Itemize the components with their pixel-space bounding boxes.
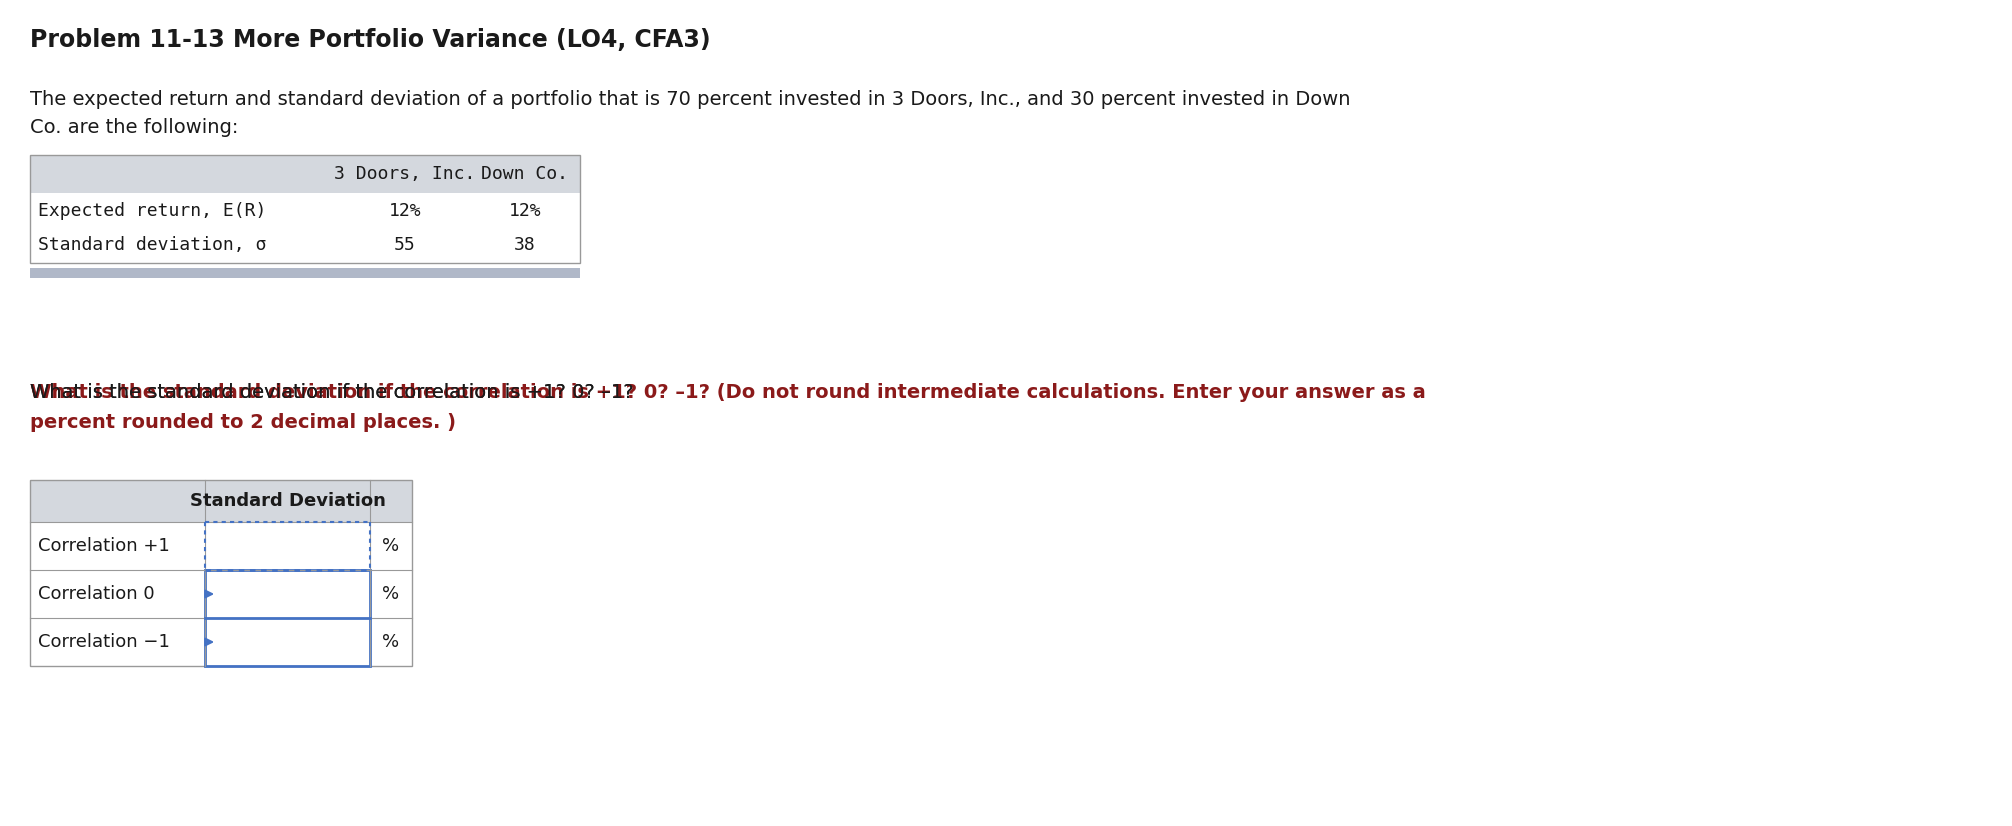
Text: Co. are the following:: Co. are the following: (30, 118, 237, 137)
Bar (30, 522, 412, 570)
Bar (30, 155, 579, 263)
Text: 12%: 12% (388, 202, 421, 220)
Text: 3 Doors, Inc.: 3 Doors, Inc. (334, 165, 475, 183)
Text: 55: 55 (394, 236, 416, 254)
Text: Standard deviation, σ: Standard deviation, σ (38, 236, 266, 254)
Text: Correlation 0: Correlation 0 (38, 585, 155, 603)
Text: Down Co.: Down Co. (481, 165, 569, 183)
Text: Correlation −1: Correlation −1 (38, 633, 169, 651)
Text: The expected return and standard deviation of a portfolio that is 70 percent inv: The expected return and standard deviati… (30, 90, 1350, 109)
Bar (30, 618, 412, 666)
Bar (30, 268, 579, 278)
Text: Problem 11-13 More Portfolio Variance (LO4, CFA3): Problem 11-13 More Portfolio Variance (L… (30, 28, 710, 52)
Bar (30, 228, 579, 263)
Text: percent rounded to 2 decimal places. ): percent rounded to 2 decimal places. ) (30, 413, 457, 432)
Text: What is the standard deviation if the correlation is +1? 0? –1? (Do not round in: What is the standard deviation if the co… (30, 383, 1427, 402)
Text: What is the standard deviation if the correlation is +1? 0? –1?: What is the standard deviation if the co… (30, 383, 634, 402)
Bar (30, 480, 412, 522)
Text: What is the standard deviation if the correlation is +1? 0? –1?: What is the standard deviation if the co… (30, 383, 634, 402)
Text: 38: 38 (515, 236, 535, 254)
Text: %: % (382, 585, 400, 603)
Bar (30, 480, 412, 666)
Bar (30, 193, 579, 228)
Text: Standard Deviation: Standard Deviation (189, 492, 386, 510)
Bar (30, 155, 579, 193)
Text: Expected return, E(R): Expected return, E(R) (38, 202, 266, 220)
Text: Correlation +1: Correlation +1 (38, 537, 169, 555)
Text: %: % (382, 537, 400, 555)
Text: %: % (382, 633, 400, 651)
Text: 12%: 12% (509, 202, 541, 220)
Bar (205, 570, 370, 666)
Bar (30, 570, 412, 618)
